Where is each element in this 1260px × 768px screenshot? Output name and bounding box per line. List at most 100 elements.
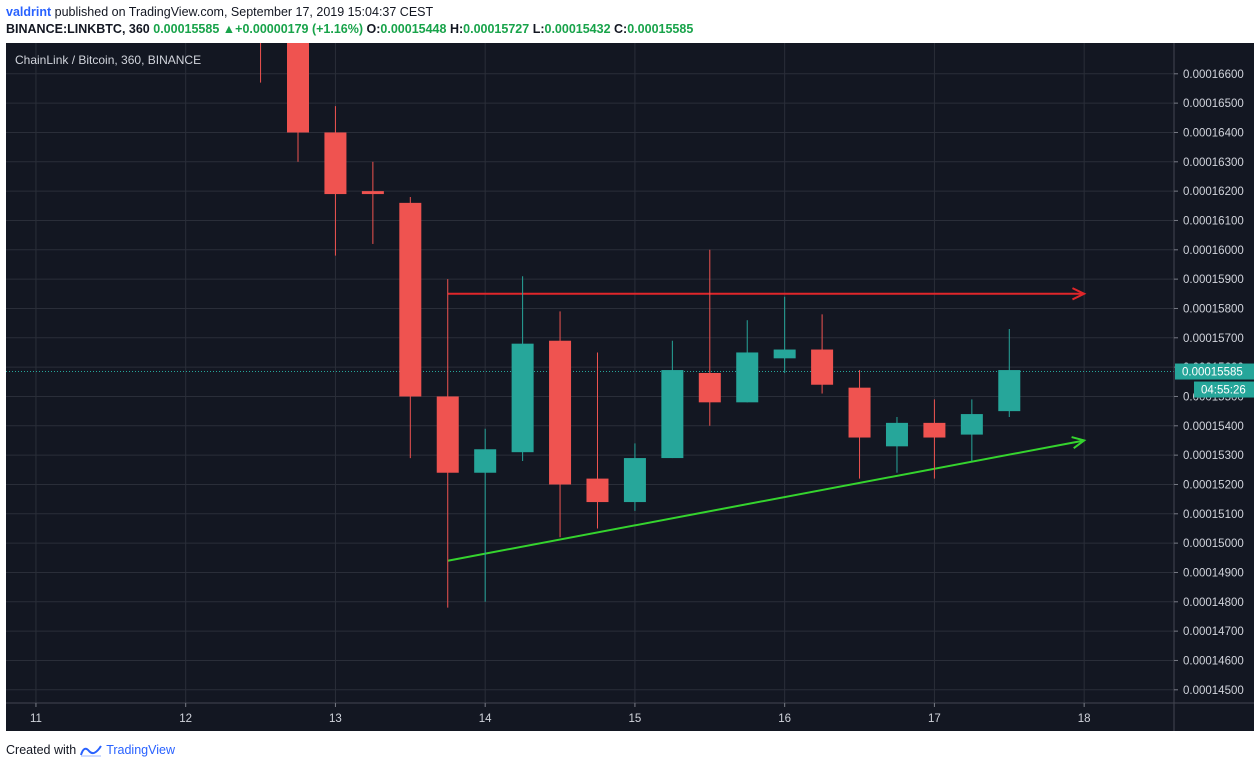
chart-title: ChainLink / Bitcoin, 360, BINANCE xyxy=(15,53,201,67)
high-label: H: xyxy=(449,22,464,36)
created-with-label: Created with xyxy=(6,743,77,757)
symbol-label: BINANCE:LINKBTC, 360 xyxy=(6,22,150,36)
candle-bullish[interactable] xyxy=(885,417,908,473)
candle-body xyxy=(773,349,796,359)
time-tick-label: 14 xyxy=(479,713,492,725)
publish-info: valdrint published on TradingView.com, S… xyxy=(6,5,433,19)
published-text: published on TradingView.com, September … xyxy=(54,5,434,19)
price-tick-label: 0.00014800 xyxy=(1183,597,1244,609)
candle-body xyxy=(474,449,497,473)
candle-body xyxy=(998,370,1021,412)
price-tick-label: 0.00015100 xyxy=(1183,509,1244,521)
up-triangle-icon: ▲ xyxy=(222,22,236,36)
price-tick-label: 0.00016200 xyxy=(1183,186,1244,198)
time-tick-label: 16 xyxy=(778,713,791,725)
candle-body xyxy=(923,422,946,438)
candle-bearish[interactable] xyxy=(250,43,272,83)
time-tick-label: 13 xyxy=(329,713,342,725)
countdown-label-bg xyxy=(1194,381,1254,398)
candle-bullish[interactable] xyxy=(661,340,684,459)
candle-body xyxy=(848,387,871,438)
candle-body xyxy=(623,458,646,503)
candle-body xyxy=(549,340,572,485)
close-value: 0.00015585 xyxy=(627,22,694,36)
time-tick-label: 12 xyxy=(179,713,192,725)
candle-bearish[interactable] xyxy=(586,352,609,529)
price-tick-label: 0.00015700 xyxy=(1183,333,1244,345)
candle-bearish[interactable] xyxy=(324,106,347,256)
open-label: O: xyxy=(366,22,381,36)
candle-body xyxy=(511,343,534,453)
candle-bullish[interactable] xyxy=(998,329,1021,417)
time-tick-label: 15 xyxy=(629,713,642,725)
candle-body xyxy=(736,352,759,403)
candle-body xyxy=(324,132,347,195)
candle-body xyxy=(698,373,721,403)
candle-body xyxy=(885,422,908,447)
candle-bearish[interactable] xyxy=(361,161,384,244)
low-value: 0.00015432 xyxy=(544,22,611,36)
support-arrowhead-icon xyxy=(1071,436,1087,450)
candle-bearish[interactable] xyxy=(399,197,422,459)
change-value: +0.00000179 (+1.16%) xyxy=(235,22,364,36)
candle-body xyxy=(960,414,983,435)
candle-bearish[interactable] xyxy=(287,43,309,162)
candle-body xyxy=(586,478,609,503)
price-tick-label: 0.00016500 xyxy=(1183,98,1244,110)
candle-bullish[interactable] xyxy=(736,320,759,403)
candle-bearish[interactable] xyxy=(436,279,459,608)
price-tick-label: 0.00015200 xyxy=(1183,479,1244,491)
candle-body xyxy=(811,349,834,385)
resistance-trend-line[interactable] xyxy=(447,287,1087,301)
low-label: L: xyxy=(532,22,545,36)
time-tick-label: 17 xyxy=(928,713,941,725)
candlestick-chart[interactable]: 0.00016600 0.00016500 0.00016400 0.00016300… xyxy=(6,43,1254,731)
candle-body xyxy=(661,370,684,459)
candle-bearish[interactable] xyxy=(811,314,834,394)
candle-bullish[interactable] xyxy=(623,443,646,511)
candle-bearish[interactable] xyxy=(923,399,946,479)
last-price-value: 0.00015585 xyxy=(153,22,220,36)
price-tick-label: 0.00016600 xyxy=(1183,69,1244,81)
chart-background xyxy=(6,43,1254,731)
price-tick-label: 0.00014500 xyxy=(1183,685,1244,697)
price-tick-label: 0.00015300 xyxy=(1183,450,1244,462)
candle-bearish[interactable] xyxy=(698,249,721,426)
price-tick-label: 0.00015900 xyxy=(1183,274,1244,286)
close-label: C: xyxy=(614,22,628,36)
countdown-label: 04:55:26 xyxy=(1201,385,1246,397)
price-tick-label: 0.00014600 xyxy=(1183,655,1244,667)
last-price-label-bg xyxy=(1175,363,1254,380)
footer: Created with TradingView xyxy=(6,743,175,757)
ohlc-bar: BINANCE:LINKBTC, 360 0.00015585 ▲+0.0000… xyxy=(6,22,693,36)
candle-bullish[interactable] xyxy=(960,399,983,461)
price-tick-label: 0.00016300 xyxy=(1183,157,1244,169)
tradingview-logo-icon xyxy=(80,745,103,757)
support-trend-line[interactable] xyxy=(447,436,1087,562)
price-tick-label: 0.00016000 xyxy=(1183,245,1244,257)
high-value: 0.00015727 xyxy=(463,22,530,36)
price-tick-label: 0.00014700 xyxy=(1183,626,1244,638)
candle-body xyxy=(436,396,459,473)
author-link[interactable]: valdrint xyxy=(6,5,52,19)
candle-bullish[interactable] xyxy=(511,276,534,461)
price-tick-label: 0.00015800 xyxy=(1183,303,1244,315)
price-tick-label: 0.00014900 xyxy=(1183,567,1244,579)
candle-body xyxy=(399,202,422,397)
candle-body xyxy=(361,191,384,195)
candle-bearish[interactable] xyxy=(848,370,871,479)
resistance-arrowhead-icon xyxy=(1072,287,1087,301)
last-price-label: 0.00015585 xyxy=(1182,367,1243,379)
candle-body xyxy=(287,43,309,133)
time-tick-label: 11 xyxy=(30,713,42,725)
price-tick-label: 0.00015000 xyxy=(1183,538,1244,550)
open-value: 0.00015448 xyxy=(380,22,447,36)
candle-bearish[interactable] xyxy=(549,311,572,538)
price-tick-label: 0.00015400 xyxy=(1183,421,1244,433)
price-tick-label: 0.00016100 xyxy=(1183,215,1244,227)
support-line-segment xyxy=(447,439,1085,562)
candle-bullish[interactable] xyxy=(474,428,497,602)
candle-bullish[interactable] xyxy=(773,296,796,373)
price-tick-label: 0.00016400 xyxy=(1183,127,1244,139)
tradingview-link[interactable]: TradingView xyxy=(106,743,175,757)
